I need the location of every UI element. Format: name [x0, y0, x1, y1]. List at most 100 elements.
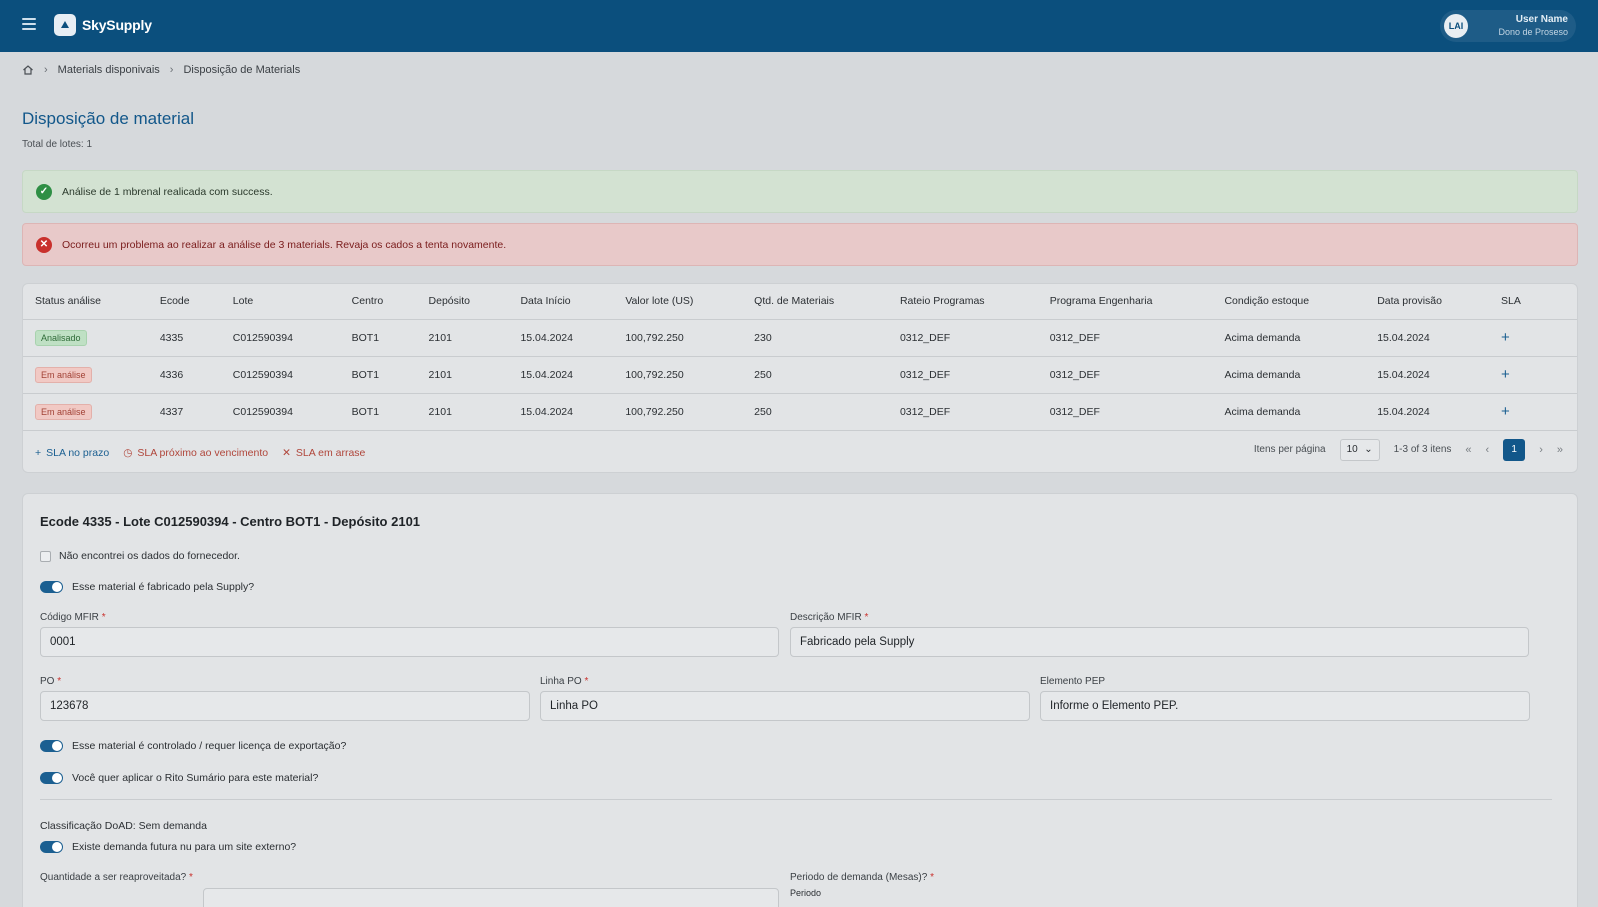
plus-icon: +: [35, 446, 42, 459]
required-marker: *: [584, 676, 589, 687]
success-alert: ✓ Análise de 1 mbrenal realicada com suc…: [22, 170, 1578, 213]
codigo-mfir-input[interactable]: 0001: [40, 627, 779, 657]
qtd-cell: 230: [742, 319, 888, 357]
last-page-button[interactable]: »: [1556, 443, 1563, 456]
periodo-sublabel: Periodo: [790, 888, 822, 898]
required-marker: *: [57, 676, 62, 687]
po-input[interactable]: 123678: [40, 691, 530, 721]
column-header[interactable]: Data Início: [508, 284, 614, 320]
sla-legend-ok-label: SLA no prazo: [46, 446, 110, 459]
table-header: Status análise Ecode Lote Centro Depósit…: [23, 284, 1577, 320]
descricao-mfir-label-text: Descrição MFIR: [790, 612, 862, 623]
add-sla-icon[interactable]: +: [1501, 366, 1510, 383]
centro-cell: BOT1: [339, 393, 417, 431]
brand[interactable]: SkySupply: [54, 14, 152, 36]
first-page-button[interactable]: «: [1465, 443, 1472, 456]
next-page-button[interactable]: ›: [1539, 443, 1543, 456]
table-row[interactable]: Em análise 4337 C012590394 BOT1 2101 15.…: [23, 393, 1577, 431]
future-demand-row: Existe demanda futura nu para um site ex…: [40, 841, 296, 853]
breadcrumb: › Materials disponivais › Disposição de …: [22, 64, 300, 76]
breadcrumb-item[interactable]: Disposição de Materials: [183, 64, 301, 76]
chevron-right-icon: ›: [44, 64, 48, 76]
status-badge: Analisado: [35, 329, 87, 346]
export-license-row: Esse material é controlado / requer lice…: [40, 740, 346, 752]
codigo-mfir-label-text: Código MFIR: [40, 612, 99, 623]
close-icon: ✕: [282, 446, 291, 459]
column-header[interactable]: Condição estoque: [1212, 284, 1366, 320]
chevron-right-icon: ›: [169, 64, 174, 76]
lote-cell: C012590394: [220, 319, 340, 357]
user-menu[interactable]: LAI User Name Dono de Proseso: [1440, 10, 1576, 42]
menu-icon[interactable]: [22, 18, 36, 30]
sla-legend-bad-label: SLA em arrase: [295, 446, 366, 459]
valor-cell: 100,792.250: [613, 393, 743, 431]
deposito-cell: 2101: [416, 393, 509, 431]
po-label: PO *: [40, 676, 61, 687]
required-marker: *: [189, 872, 193, 883]
add-sla-icon[interactable]: +: [1501, 403, 1510, 420]
rito-sumario-row: Você quer aplicar o Rito Sumário para es…: [40, 772, 318, 784]
descricao-mfir-input[interactable]: Fabricado pela Supply: [790, 627, 1529, 657]
column-header[interactable]: Qtd. de Materiais: [742, 284, 888, 320]
divider: [40, 799, 1552, 800]
chevron-down-icon: ⌄: [1364, 444, 1373, 455]
future-demand-toggle[interactable]: [40, 841, 63, 853]
export-license-label: Esse material é controlado / requer lice…: [72, 740, 347, 752]
column-header[interactable]: Data provisão: [1365, 284, 1490, 320]
qtd-cell: 250: [742, 356, 888, 394]
programa-cell: 0312_DEF: [1037, 356, 1213, 394]
table-row[interactable]: Analisado 4335 C012590394 BOT1 2101 15.0…: [23, 319, 1577, 357]
data-inicio-cell: 15.04.2024: [508, 319, 614, 357]
quantidade-label: Quantidade a ser reaproveitada? *: [40, 872, 193, 883]
table-row[interactable]: Em análise 4336 C012590394 BOT1 2101 15.…: [23, 356, 1577, 394]
required-marker: *: [930, 872, 934, 883]
items-per-page-select[interactable]: 10 ⌄: [1339, 438, 1380, 461]
export-license-toggle[interactable]: [40, 740, 63, 752]
error-icon: ✕: [36, 236, 52, 253]
prev-page-button[interactable]: ‹: [1485, 443, 1490, 456]
pagination: Itens per página 10 ⌄ 1-3 of 3 itens « ‹…: [1254, 438, 1563, 461]
status-badge: Em análise: [35, 403, 92, 420]
home-icon[interactable]: [22, 64, 34, 76]
page-range: 1-3 of 3 itens: [1393, 444, 1452, 455]
breadcrumb-item[interactable]: Materials disponivais: [57, 64, 160, 76]
descricao-mfir-label: Descrição MFIR *: [790, 612, 868, 623]
deposito-cell: 2101: [416, 356, 509, 394]
required-marker: *: [101, 612, 106, 623]
linha-po-label: Linha PO *: [540, 676, 588, 687]
future-demand-label: Existe demanda futura nu para um site ex…: [72, 841, 297, 853]
elemento-pep-input[interactable]: Informe o Elemento PEP.: [1040, 691, 1530, 721]
column-header[interactable]: Lote: [220, 284, 340, 320]
user-name: User Name: [1515, 14, 1568, 25]
column-header[interactable]: Valor lote (US): [613, 284, 743, 320]
made-by-supply-toggle[interactable]: [40, 581, 63, 593]
column-header[interactable]: Rateio Programas: [887, 284, 1038, 320]
column-header[interactable]: Status análise: [23, 284, 148, 320]
sla-legend-warn-label: SLA próximo ao vencimento: [137, 446, 269, 459]
data-provisao-cell: 15.04.2024: [1365, 393, 1490, 431]
current-page-button[interactable]: 1: [1503, 438, 1526, 461]
periodo-label: Periodo de demanda (Mesas)? *: [790, 872, 934, 883]
brand-logo-icon: [54, 14, 76, 36]
rateio-cell: 0312_DEF: [887, 356, 1038, 394]
rito-sumario-label: Você quer aplicar o Rito Sumário para es…: [72, 772, 319, 784]
supplier-not-found-checkbox[interactable]: [40, 550, 51, 562]
sla-legend-ok: + SLA no prazo: [35, 447, 109, 459]
quantidade-input[interactable]: [203, 888, 779, 907]
linha-po-label-text: Linha PO: [540, 676, 582, 687]
add-sla-icon[interactable]: +: [1501, 329, 1510, 346]
sla-legend-warn: ◷ SLA próximo ao vencimento: [123, 447, 268, 459]
column-header[interactable]: Centro: [339, 284, 417, 320]
linha-po-input[interactable]: Linha PO: [540, 691, 1030, 721]
user-role: Dono de Proseso: [1498, 27, 1568, 37]
codigo-mfir-label: Código MFIR *: [40, 612, 106, 623]
lots-table: Status análise Ecode Lote Centro Depósit…: [23, 284, 1577, 431]
column-header[interactable]: Ecode: [147, 284, 221, 320]
rito-sumario-toggle[interactable]: [40, 772, 63, 784]
column-header[interactable]: Programa Engenharia: [1037, 284, 1213, 320]
ecode-cell: 4335: [147, 319, 221, 357]
column-header[interactable]: SLA: [1489, 284, 1577, 320]
column-header[interactable]: Depósito: [416, 284, 509, 320]
form-title: Ecode 4335 - Lote C012590394 - Centro BO…: [40, 514, 421, 529]
valor-cell: 100,792.250: [613, 319, 743, 357]
